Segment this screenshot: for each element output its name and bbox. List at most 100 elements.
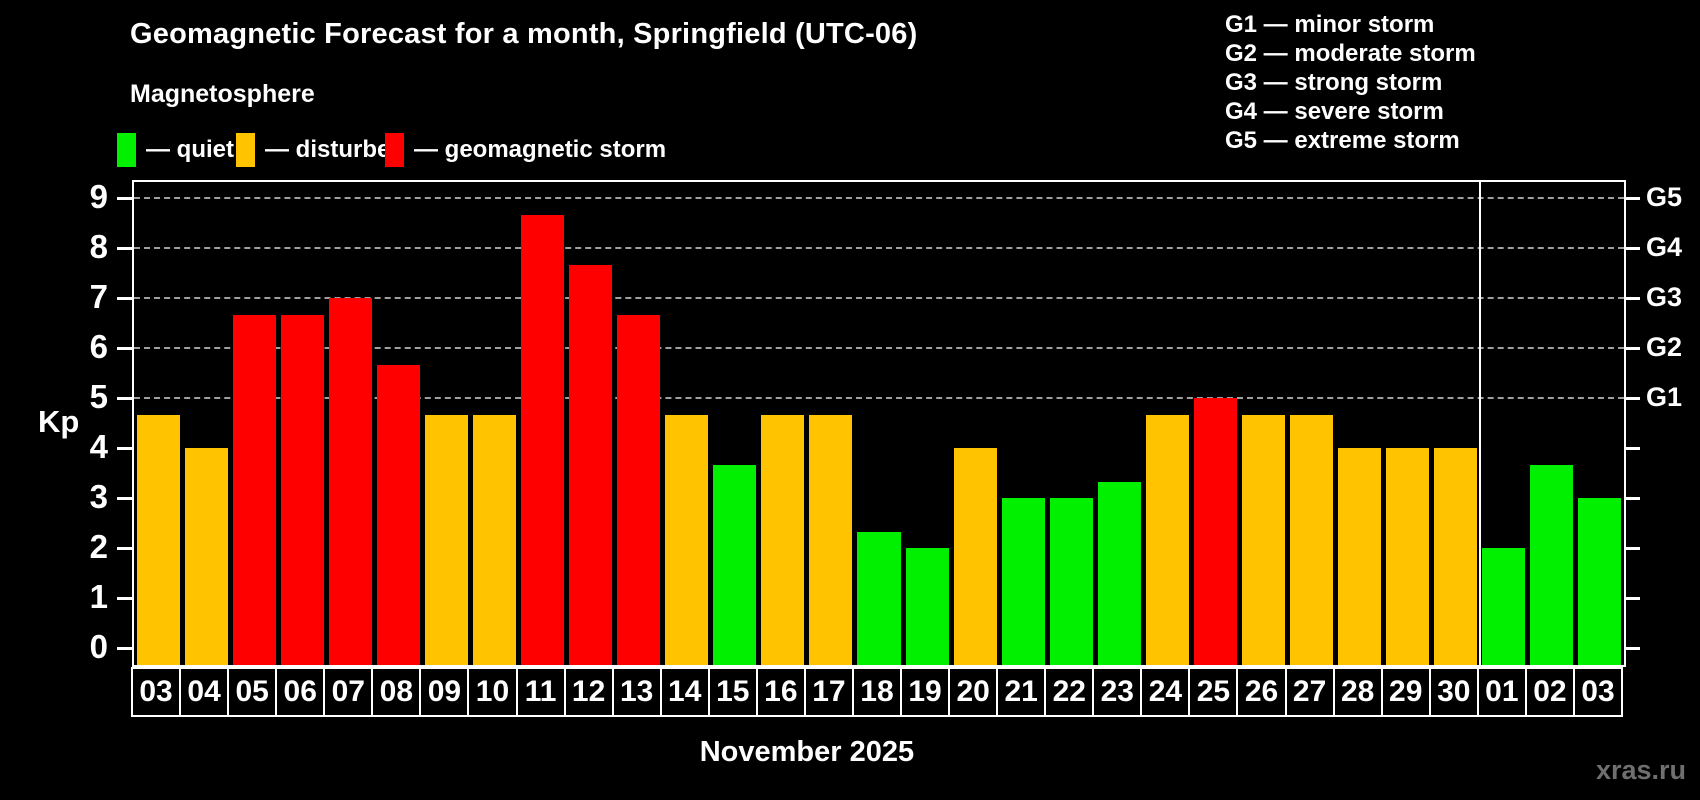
g-legend-line: G1 — minor storm: [1225, 11, 1435, 38]
right-axis-tick: [1624, 597, 1640, 600]
y-tick-label: 0: [89, 628, 108, 665]
day-label: 12: [563, 667, 614, 717]
y-axis-tick: [117, 447, 132, 450]
kp-bar: [1097, 481, 1141, 665]
y-tick-label: 8: [89, 228, 108, 265]
y-axis-tick: [117, 397, 132, 400]
kp-bar: [1482, 548, 1526, 665]
watermark: xras.ru: [1595, 755, 1686, 785]
day-label: 07: [323, 667, 374, 717]
x-axis-month-label: November 2025: [699, 736, 915, 768]
kp-bar: [136, 414, 180, 665]
g-legend-line: G3 — strong storm: [1225, 69, 1443, 96]
day-label: 29: [1380, 667, 1431, 717]
kp-bar: [1145, 414, 1189, 665]
right-axis-tick: [1624, 297, 1640, 300]
day-label: 26: [1236, 667, 1287, 717]
y-axis-tick: [117, 247, 132, 250]
kp-bar: [376, 364, 420, 665]
kp-bar: [953, 448, 997, 665]
legend-item-disturbed: — disturbed: [236, 133, 405, 167]
chart-subtitle: Magnetosphere: [130, 80, 315, 108]
y-axis-title: Kp: [38, 404, 80, 439]
right-axis-tick: [1624, 547, 1640, 550]
y-axis-tick: [117, 347, 132, 350]
disturbed-color-swatch: [236, 133, 255, 167]
kp-bar: [1001, 498, 1045, 665]
plot-area: [132, 180, 1626, 667]
kp-bar: [184, 448, 228, 665]
g-level-label: G1: [1646, 382, 1683, 412]
gridline-G3: [134, 297, 1624, 299]
y-axis-tick: [117, 497, 132, 500]
y-tick-label: 7: [89, 278, 108, 315]
kp-bar: [1434, 448, 1478, 665]
y-axis-tick: [117, 597, 132, 600]
kp-bar: [1290, 414, 1334, 665]
g-legend-line: G2 — moderate storm: [1225, 40, 1476, 67]
y-tick-label: 2: [89, 528, 108, 565]
right-axis-tick: [1624, 497, 1640, 500]
right-axis-tick: [1624, 347, 1640, 350]
day-label: 24: [1140, 667, 1191, 717]
kp-bar: [857, 531, 901, 665]
legend-label: — quiet: [146, 136, 234, 163]
day-label: 22: [1044, 667, 1095, 717]
g-level-label: G3: [1646, 282, 1683, 312]
day-label: 01: [1476, 667, 1527, 717]
y-tick-label: 3: [89, 478, 108, 515]
right-axis-tick: [1624, 647, 1640, 650]
kp-bar: [809, 414, 853, 665]
day-label: 19: [900, 667, 951, 717]
day-label: 03: [131, 667, 182, 717]
kp-bar: [1049, 498, 1093, 665]
kp-bar: [905, 548, 949, 665]
day-label: 16: [755, 667, 806, 717]
y-tick-label: 4: [89, 428, 108, 465]
kp-bar: [280, 314, 324, 665]
quiet-color-swatch: [117, 133, 136, 167]
legend-item-storm: — geomagnetic storm: [385, 133, 666, 167]
day-label: 03: [1572, 667, 1623, 717]
kp-bar: [328, 298, 372, 665]
legend-label: — disturbed: [265, 136, 406, 163]
kp-bar: [472, 414, 516, 665]
day-label: 23: [1092, 667, 1143, 717]
g-level-label: G2: [1646, 332, 1683, 362]
day-label: 13: [611, 667, 662, 717]
y-tick-label: 1: [89, 578, 108, 615]
kp-bar: [424, 414, 468, 665]
kp-bar: [1386, 448, 1430, 665]
g-scale-legend: G1 — minor storm G2 — moderate storm G3 — …: [1225, 10, 1476, 155]
y-axis-tick: [117, 297, 132, 300]
day-label: 27: [1284, 667, 1335, 717]
right-axis-tick: [1624, 247, 1640, 250]
day-label: 11: [515, 667, 566, 717]
storm-color-swatch: [385, 133, 404, 167]
legend-label: — geomagnetic storm: [414, 136, 667, 163]
kp-bar: [569, 264, 613, 665]
day-label: 14: [659, 667, 710, 717]
kp-bar: [232, 314, 276, 665]
chart-title: Geomagnetic Forecast for a month, Spring…: [130, 18, 918, 50]
legend-item-quiet: — quiet: [117, 133, 234, 167]
gridline-G4: [134, 247, 1624, 249]
g-legend-line: G5 — extreme storm: [1225, 127, 1460, 154]
gridline-G5: [134, 197, 1624, 199]
day-label: 15: [707, 667, 758, 717]
g-level-label: G5: [1646, 182, 1683, 212]
right-axis-tick: [1624, 447, 1640, 450]
g-level-label: G4: [1646, 232, 1683, 262]
kp-bar: [1193, 398, 1237, 665]
kp-bar: [1241, 414, 1286, 665]
day-label: 25: [1188, 667, 1239, 717]
day-label: 05: [227, 667, 278, 717]
kp-bar: [1338, 448, 1382, 665]
day-label: 21: [996, 667, 1047, 717]
day-label: 06: [275, 667, 326, 717]
day-label: 10: [467, 667, 518, 717]
gridline-G2: [134, 347, 1624, 349]
y-axis-tick: [117, 647, 132, 650]
y-tick-label: 9: [89, 178, 108, 215]
